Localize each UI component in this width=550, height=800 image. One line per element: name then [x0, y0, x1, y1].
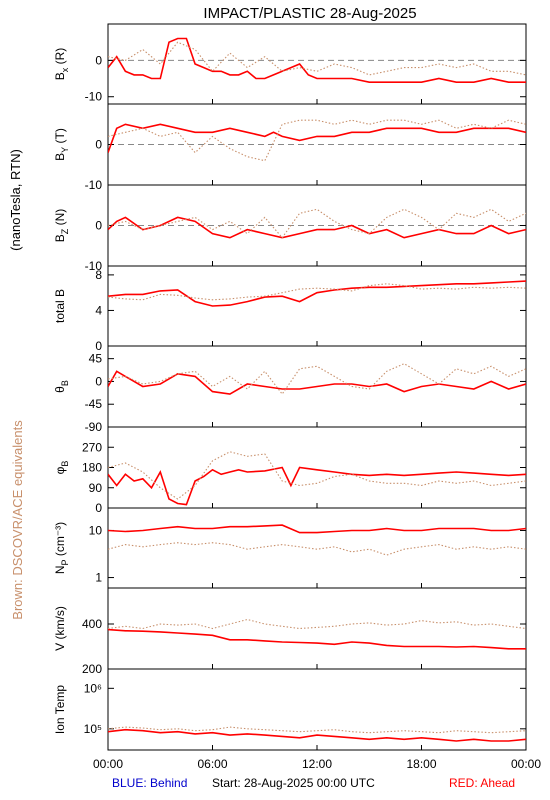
y-tick-label: 45	[89, 352, 103, 366]
panel-theta: 45 0 -45 -90 θB	[53, 345, 527, 434]
footer-red-label: RED: Ahead	[449, 776, 515, 790]
panel-bx: 0 -10 Bx (R)	[53, 23, 527, 105]
series-line-brown	[108, 618, 526, 630]
y-axis-label: Ion Temp	[53, 685, 67, 734]
y-tick-label: 0	[95, 53, 102, 67]
y-tick-label: -10	[85, 90, 103, 104]
y-tick-label: 180	[82, 461, 102, 475]
y-tick-label: 200	[82, 662, 102, 676]
panel-frame	[107, 265, 527, 347]
series-line-brown	[108, 542, 526, 556]
brown-legend-label: Brown: DSCOVR/ACE equivalents	[10, 420, 25, 620]
y-axis-label: Bx (R)	[53, 48, 70, 81]
units-label: (nanoTesla, RTN)	[8, 149, 23, 251]
y-axis-label: θB	[53, 380, 70, 393]
y-tick-label: -10	[85, 178, 103, 192]
y-tick-label: 0	[95, 138, 102, 152]
panel-np: 10 1 NP (cm⁻³)	[53, 507, 527, 589]
footer-start-label: Start: 28-Aug-2025 00:00 UTC	[212, 776, 375, 790]
panel-frame	[107, 587, 527, 670]
x-tick-label: 18:00	[406, 757, 436, 771]
y-axis-label: total B	[53, 289, 67, 323]
series-line-red	[108, 628, 526, 650]
y-tick-label: 90	[89, 481, 103, 495]
y-axis-label: NP (cm⁻³)	[53, 522, 70, 574]
y-tick-label: -45	[85, 397, 103, 411]
panel-frame	[107, 668, 527, 751]
x-tick-label: 00:00	[93, 757, 123, 771]
y-tick-label: 0	[95, 219, 102, 233]
series-line-brown	[108, 41, 526, 76]
series-line-brown	[108, 363, 526, 396]
series-line-red	[108, 37, 526, 83]
series-line-red	[108, 728, 526, 742]
y-tick-label: 0	[95, 501, 102, 515]
x-tick-label: 06:00	[197, 757, 227, 771]
y-axis-label: BY (T)	[53, 128, 70, 161]
y-tick-label: 4	[95, 303, 102, 317]
panel-frame	[107, 23, 527, 105]
panel-phi: 270 180 90 0 φB	[53, 426, 527, 515]
panel-tp: 10⁶ 10⁵ Ion Temp	[53, 668, 527, 751]
x-tick-label: 12:00	[302, 757, 332, 771]
y-tick-label: 0	[95, 339, 102, 353]
panel-bt: 0 4 8 total B	[53, 265, 527, 353]
y-tick-label: 0	[95, 374, 102, 388]
y-tick-label: -90	[85, 420, 103, 434]
chart-title: IMPACT/PLASTIC 28-Aug-2025	[203, 5, 416, 22]
y-tick-label: 10	[89, 523, 103, 537]
series-line-red	[108, 216, 526, 239]
series-line-brown	[108, 451, 526, 500]
series-line-red	[108, 280, 526, 307]
y-tick-label: 270	[82, 440, 102, 454]
y-tick-label: -10	[85, 259, 103, 273]
y-tick-label: 10⁵	[84, 722, 102, 736]
y-tick-label: 8	[95, 268, 102, 282]
panel-by: 0 -10 BY (T)	[53, 103, 527, 192]
panel-v: 400 200 V (km/s)	[53, 587, 527, 676]
series-line-red	[108, 370, 526, 395]
y-axis-label: V (km/s)	[53, 606, 67, 651]
series-line-brown	[108, 208, 526, 239]
x-axis-ticks: 00:00 06:00 12:00 18:00 00:00	[93, 99, 541, 771]
series-line-red	[108, 466, 526, 506]
y-tick-label: 400	[82, 617, 102, 631]
y-axis-label: φB	[53, 461, 70, 475]
panel-frame	[107, 426, 527, 509]
panel-bz: 0 -10 BZ (N)	[53, 184, 527, 273]
x-tick-label: 00:00	[511, 757, 541, 771]
y-tick-label: 1	[95, 571, 102, 585]
series-line-red	[108, 123, 526, 153]
footer-blue-label: BLUE: Behind	[112, 776, 187, 790]
y-tick-label: 10⁶	[84, 681, 102, 695]
series-line-red	[108, 524, 526, 534]
series-line-brown	[108, 283, 526, 301]
panels: 0 -10 Bx (R) 0 -10 BY (T) 0 -10 BZ (N) 0 4 8 total B…	[53, 23, 527, 751]
y-axis-label: BZ (N)	[53, 209, 70, 243]
